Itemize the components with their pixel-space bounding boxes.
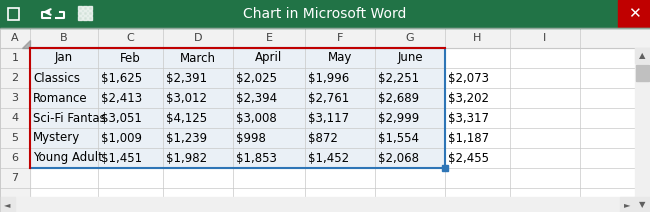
Text: F: F — [337, 33, 343, 43]
Text: ✕: ✕ — [628, 7, 640, 21]
Text: $3,051: $3,051 — [101, 112, 142, 124]
Bar — [78, 16, 82, 20]
Text: C: C — [127, 33, 135, 43]
Text: 3: 3 — [12, 93, 18, 103]
Bar — [442, 165, 448, 171]
Bar — [0, 28, 650, 212]
Bar — [88, 11, 92, 15]
Text: 2: 2 — [12, 73, 19, 83]
Text: $1,009: $1,009 — [101, 131, 142, 145]
Bar — [635, 197, 650, 212]
Bar — [620, 197, 635, 212]
Bar — [88, 6, 92, 10]
Text: B: B — [60, 33, 68, 43]
Text: A: A — [11, 33, 19, 43]
Text: ◄: ◄ — [5, 200, 11, 209]
Text: Sci-Fi Fantas: Sci-Fi Fantas — [33, 112, 106, 124]
Text: 6: 6 — [12, 153, 18, 163]
Text: $2,251: $2,251 — [378, 71, 419, 85]
Text: G: G — [406, 33, 414, 43]
Text: E: E — [265, 33, 272, 43]
Bar — [83, 16, 87, 20]
Text: $1,451: $1,451 — [101, 152, 142, 165]
Bar — [635, 48, 650, 63]
Text: ▲: ▲ — [639, 51, 645, 60]
Text: $2,455: $2,455 — [448, 152, 489, 165]
Text: $2,413: $2,413 — [101, 92, 142, 105]
Bar — [78, 11, 82, 15]
Bar — [0, 197, 635, 212]
Text: $2,391: $2,391 — [166, 71, 207, 85]
Bar — [0, 28, 650, 48]
Text: D: D — [194, 33, 202, 43]
Bar — [88, 16, 92, 20]
Text: Feb: Feb — [120, 52, 141, 64]
Bar — [0, 28, 650, 212]
Bar — [0, 0, 650, 28]
Text: $3,117: $3,117 — [308, 112, 349, 124]
Text: Romance: Romance — [33, 92, 88, 105]
Text: $2,761: $2,761 — [308, 92, 349, 105]
Text: $1,853: $1,853 — [236, 152, 277, 165]
Text: $2,689: $2,689 — [378, 92, 419, 105]
Bar — [636, 65, 649, 81]
Text: $1,239: $1,239 — [166, 131, 207, 145]
Text: $3,202: $3,202 — [448, 92, 489, 105]
Bar — [635, 48, 650, 212]
Bar — [30, 48, 445, 168]
Text: ▼: ▼ — [639, 200, 645, 209]
Text: 4: 4 — [12, 113, 19, 123]
Text: $4,125: $4,125 — [166, 112, 207, 124]
Bar — [0, 197, 15, 212]
Text: March: March — [180, 52, 216, 64]
Bar — [618, 0, 650, 28]
Text: $3,317: $3,317 — [448, 112, 489, 124]
Text: 5: 5 — [12, 133, 18, 143]
Text: Chart in Microsoft Word: Chart in Microsoft Word — [243, 7, 407, 21]
Text: $3,012: $3,012 — [166, 92, 207, 105]
Text: Jan: Jan — [55, 52, 73, 64]
Text: $1,554: $1,554 — [378, 131, 419, 145]
Text: $2,394: $2,394 — [236, 92, 277, 105]
Text: $3,008: $3,008 — [236, 112, 277, 124]
Text: $872: $872 — [308, 131, 338, 145]
Text: $1,187: $1,187 — [448, 131, 489, 145]
Bar — [78, 6, 82, 10]
Text: Classics: Classics — [33, 71, 80, 85]
Text: I: I — [543, 33, 547, 43]
Bar — [30, 48, 580, 212]
Text: April: April — [255, 52, 283, 64]
Text: Young Adult: Young Adult — [33, 152, 103, 165]
Bar — [83, 6, 87, 10]
Text: $1,625: $1,625 — [101, 71, 142, 85]
Polygon shape — [22, 40, 30, 48]
Text: ►: ► — [624, 200, 630, 209]
Text: June: June — [397, 52, 422, 64]
Text: $2,068: $2,068 — [378, 152, 419, 165]
Bar — [83, 11, 87, 15]
Text: May: May — [328, 52, 352, 64]
Bar — [0, 48, 30, 212]
Text: H: H — [473, 33, 482, 43]
Text: 7: 7 — [12, 173, 19, 183]
Text: $998: $998 — [236, 131, 266, 145]
Text: $1,996: $1,996 — [308, 71, 349, 85]
Text: $2,025: $2,025 — [236, 71, 277, 85]
Text: $2,999: $2,999 — [378, 112, 419, 124]
Text: 1: 1 — [12, 53, 18, 63]
Text: $1,452: $1,452 — [308, 152, 349, 165]
Text: $1,982: $1,982 — [166, 152, 207, 165]
Text: $2,073: $2,073 — [448, 71, 489, 85]
Text: Mystery: Mystery — [33, 131, 80, 145]
